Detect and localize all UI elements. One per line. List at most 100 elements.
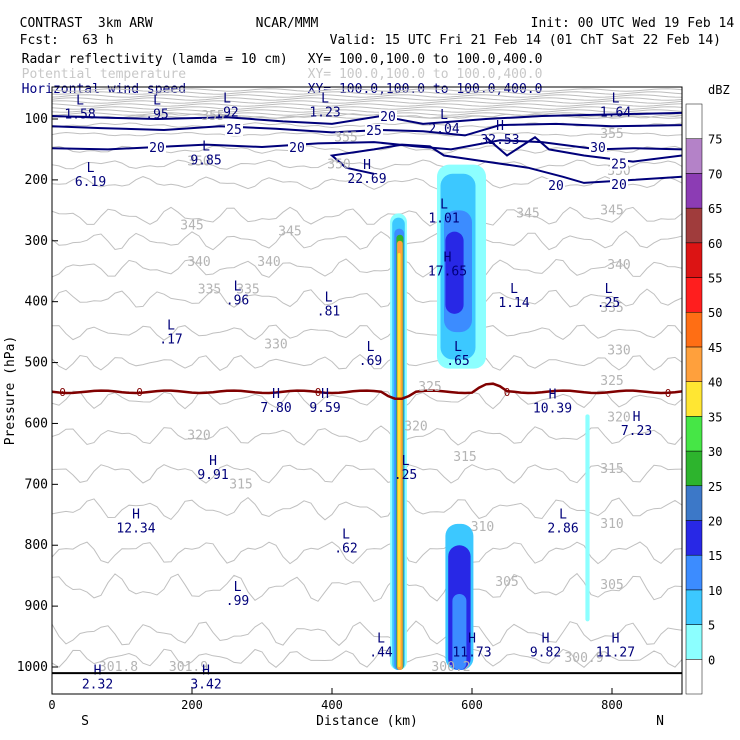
theta-contour-line xyxy=(52,106,682,110)
extremum-marker: H xyxy=(363,158,371,173)
theta-label: 305 xyxy=(600,578,623,593)
refl-anvil-20 xyxy=(445,231,464,314)
theta-contour-line xyxy=(52,324,682,341)
x-tick-label: 0 xyxy=(48,698,55,712)
colorbar-swatch xyxy=(685,485,703,521)
colorbar-tick-label: 60 xyxy=(708,237,722,251)
theta-contour-line xyxy=(52,100,682,104)
init-label-wrap: Init: 00 UTC Wed 19 Feb 14 xyxy=(515,0,735,32)
wind-label: 20 xyxy=(380,110,396,125)
colorbar-swatch xyxy=(685,242,703,278)
colorbar-tick-label: 50 xyxy=(708,306,722,320)
extremum-value: 17.65 xyxy=(428,264,467,279)
y-tick-label: 1000 xyxy=(17,660,48,675)
theta-label: 305 xyxy=(495,575,518,590)
theta-label: 335 xyxy=(198,282,221,297)
extremum-marker: H xyxy=(549,387,557,402)
extremum-value: 12.34 xyxy=(116,521,155,536)
field-xy-reflectivity: XY= 100.0,100.0 to 100.0,400.0 xyxy=(307,52,543,67)
y-tick-label: 500 xyxy=(25,356,48,371)
colorbar-tick-label: 15 xyxy=(708,549,722,563)
x-tick-label: 800 xyxy=(601,698,623,712)
field-name-wind: Horizontal wind speed xyxy=(21,82,187,97)
zero-line xyxy=(52,382,682,400)
colorbar-swatch xyxy=(685,520,703,556)
extremum-value: 7.80 xyxy=(260,401,291,416)
zero-label: 0 xyxy=(136,386,143,399)
theta-contour-line xyxy=(52,206,682,227)
theta-label: 340 xyxy=(607,258,630,273)
y-tick-label: 300 xyxy=(25,234,48,249)
extremum-value: .92 xyxy=(215,106,238,121)
extremum-value: 9.91 xyxy=(197,468,228,483)
extremum-marker: L xyxy=(377,632,385,647)
zero-label: 0 xyxy=(59,386,66,399)
extremum-value: 2.86 xyxy=(547,521,578,536)
wind-label-bg xyxy=(610,177,628,191)
extremum-marker: L xyxy=(559,507,567,522)
extremum-marker: L xyxy=(234,280,242,295)
colorbar-units: dBZ xyxy=(708,83,730,97)
field-legend-2: Horizontal wind speed xyxy=(6,66,186,98)
theta-label: 335 xyxy=(600,301,623,316)
colorbar-swatch xyxy=(685,138,703,174)
extremum-marker: H xyxy=(272,387,280,402)
colorbar-tick-label: 10 xyxy=(708,584,722,598)
extremum-value: .95 xyxy=(145,107,168,122)
extremum-marker: L xyxy=(76,93,84,108)
extremum-marker: L xyxy=(440,198,448,213)
theta-label: 315 xyxy=(229,477,252,492)
theta-contour-line xyxy=(52,94,682,98)
extremum-marker: H xyxy=(612,632,620,647)
theta-label: 340 xyxy=(257,255,280,270)
wind-label-bg xyxy=(547,178,565,192)
org-label-wrap: NCAR/MMM xyxy=(240,0,319,32)
theta-contour-line xyxy=(52,390,682,410)
contour-labels: 301.8 301.9 300.2 300.9 305 305 310 310 315 315 31… xyxy=(59,92,671,693)
extremum-marker: H xyxy=(209,454,217,469)
theta-label: 335 xyxy=(236,282,259,297)
extremum-value: 6.19 xyxy=(75,175,106,190)
theta-label: 350 xyxy=(187,155,210,170)
org-label: NCAR/MMM xyxy=(255,16,319,31)
init-time: Init: 00 UTC Wed 19 Feb 14 xyxy=(530,16,735,31)
extremum-marker: L xyxy=(342,528,350,543)
north-label: N xyxy=(656,714,664,729)
zero-label: 0 xyxy=(665,387,672,400)
extremum-value: 3.42 xyxy=(190,677,221,692)
colorbar-swatch xyxy=(685,311,703,348)
wind-label-bg xyxy=(589,141,607,155)
colorbar-swatch xyxy=(685,624,703,660)
wind-label: 25 xyxy=(366,124,382,139)
y-tick-label: 800 xyxy=(25,538,48,553)
extremum-value: 1.58 xyxy=(64,107,95,122)
theta-label: 315 xyxy=(600,462,623,477)
colorbar-swatch xyxy=(685,554,703,591)
x-tick-label: 400 xyxy=(321,698,343,712)
theta-contour-line xyxy=(52,572,682,603)
extremum-value: .25 xyxy=(394,468,417,483)
extremum-value: 2.04 xyxy=(428,122,459,137)
refl-lower-15 xyxy=(452,593,467,671)
extremum-value: 11.73 xyxy=(452,646,491,661)
theta-label: 325 xyxy=(418,380,441,395)
field-name-reflectivity: Radar reflectivity (lamda = 10 cm) xyxy=(21,52,288,67)
x-axis-label: Distance (km) xyxy=(316,714,418,729)
theta-label: 301.8 xyxy=(99,660,138,675)
theta-label: 320 xyxy=(187,429,210,444)
colorbar-swatch xyxy=(685,381,703,417)
extremum-value: .99 xyxy=(226,594,249,609)
extremum-marker: H xyxy=(542,632,550,647)
colorbar-swatch xyxy=(685,416,703,452)
colorbar-swatch xyxy=(685,277,703,313)
extremum-value: 9.85 xyxy=(190,154,221,169)
theta-label: 300.2 xyxy=(431,660,470,675)
theta-contour-line xyxy=(52,541,682,565)
valid-time: Valid: 15 UTC Fri 21 Feb 14 (01 ChT Sat … xyxy=(329,33,721,48)
extremum-value: 22.69 xyxy=(347,172,386,187)
theta-label: 355 xyxy=(201,109,224,124)
extremum-marker: L xyxy=(510,282,518,297)
colorbar-tick-label: 30 xyxy=(708,445,722,459)
